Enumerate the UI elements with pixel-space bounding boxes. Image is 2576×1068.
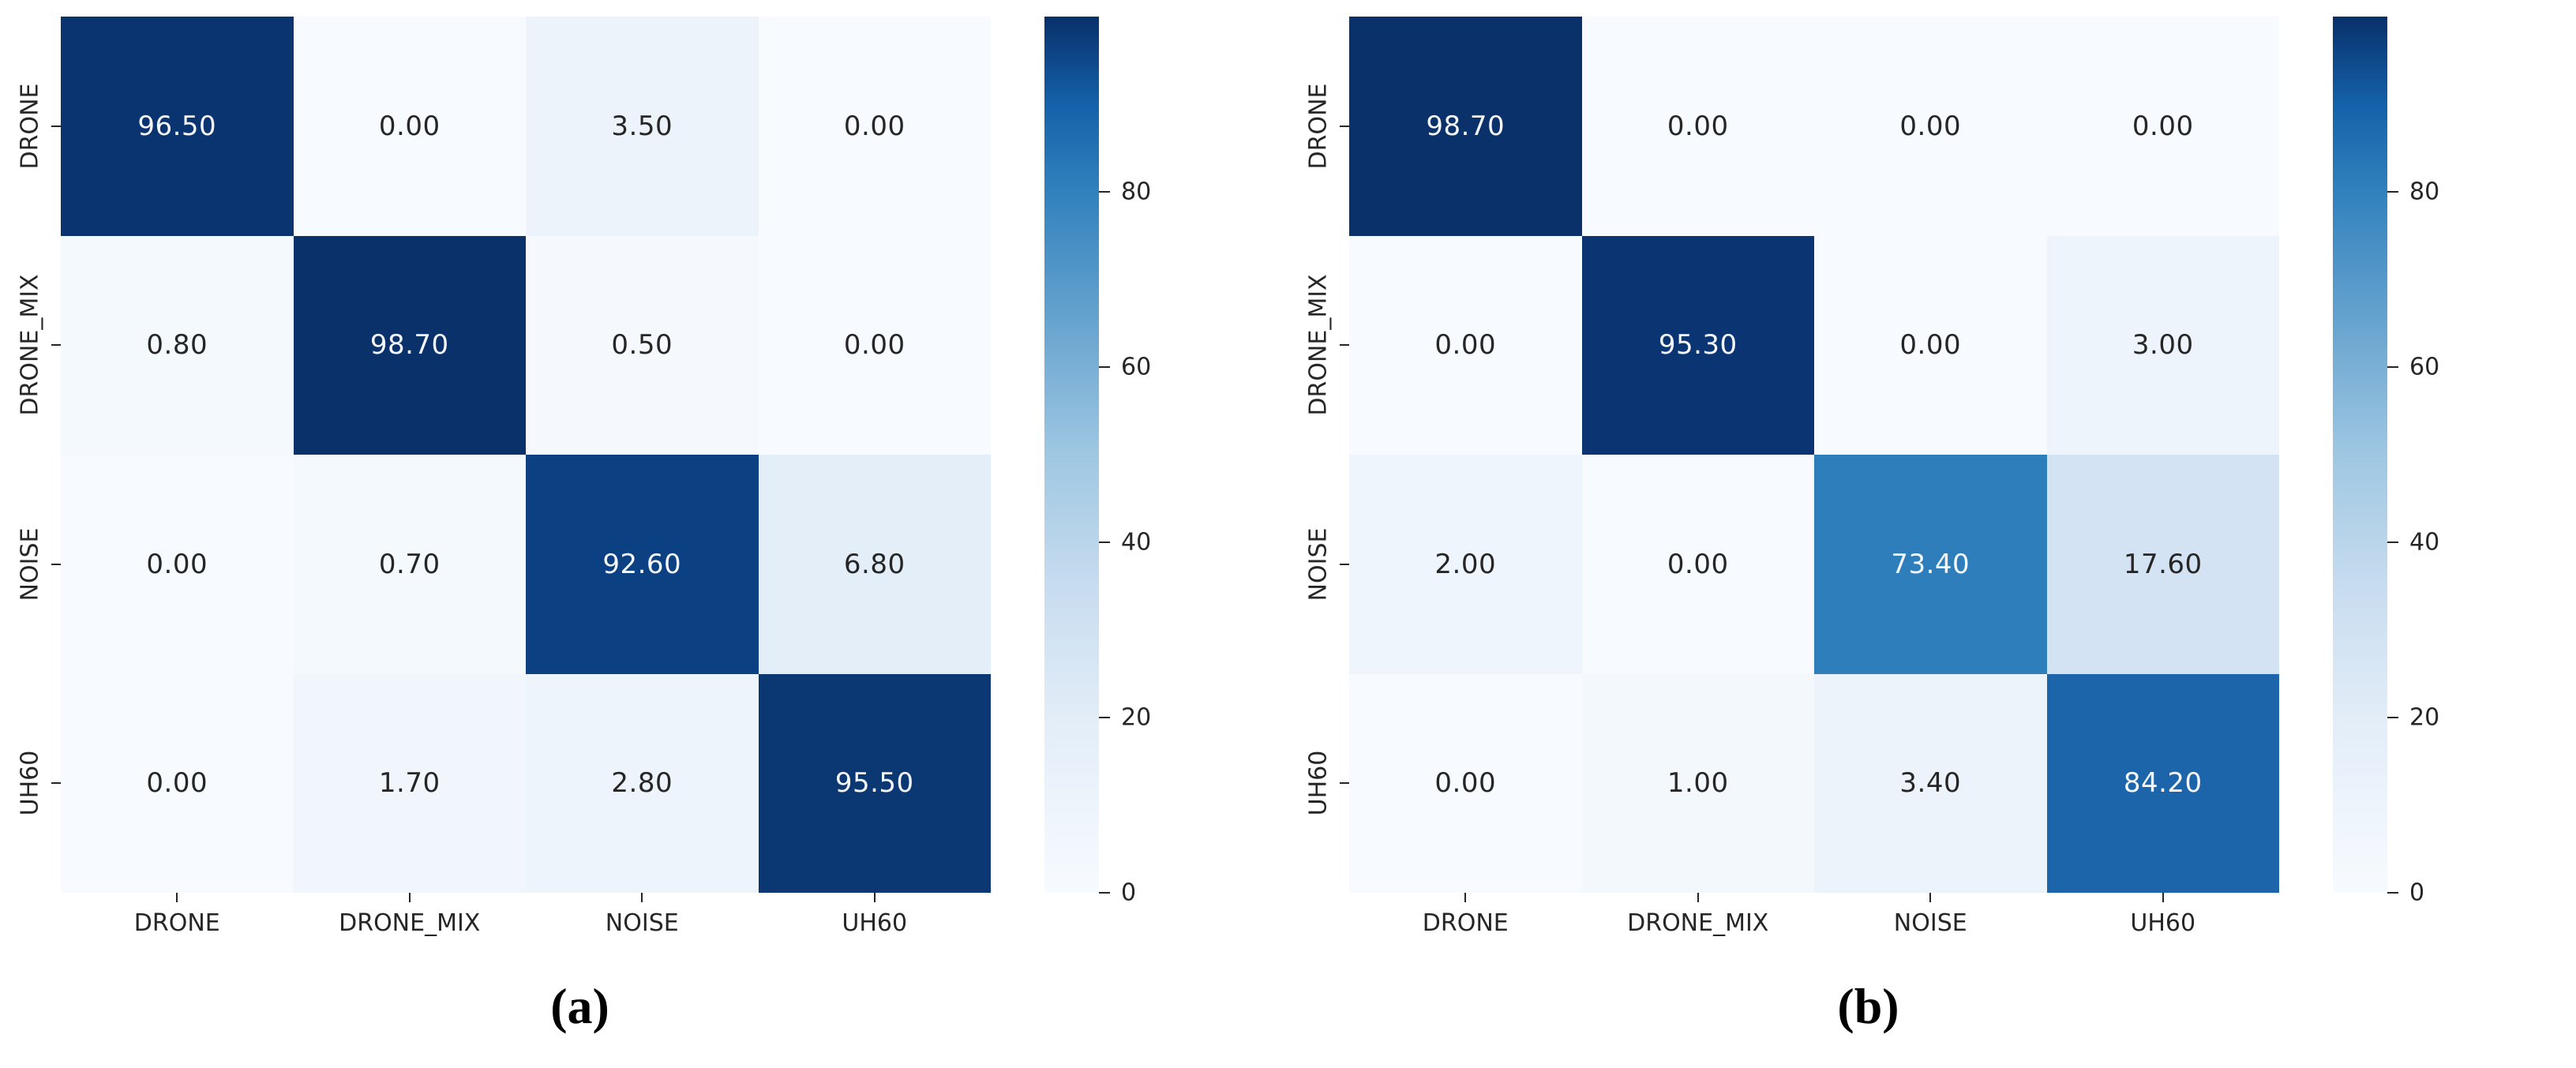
y-axis-label: UH60: [1304, 750, 1333, 816]
x-axis-label: DRONE: [1422, 909, 1509, 937]
heatmap-cell: 95.30: [1581, 235, 1814, 455]
colorbar-tick: [2387, 717, 2398, 718]
x-axis-tick: [641, 893, 643, 902]
colorbar-tick: [2387, 366, 2398, 368]
caption-a: (a): [550, 978, 609, 1034]
heatmap-cell: 96.50: [61, 17, 294, 236]
x-axis-tick: [176, 893, 178, 902]
y-axis-label: DRONE: [1304, 83, 1333, 170]
heatmap-cell: 0.00: [61, 455, 294, 674]
heatmap-cell: 0.50: [526, 235, 759, 455]
heatmap-cell: 0.00: [758, 235, 991, 455]
y-axis-tick: [1340, 344, 1349, 347]
colorbar-tick-label: 40: [1121, 528, 1152, 556]
heatmap-cell: 0.00: [61, 673, 294, 893]
x-axis-label: DRONE: [133, 909, 220, 937]
heatmap-cell: 0.00: [293, 17, 526, 236]
heatmap-cell: 6.80: [758, 455, 991, 674]
colorbar-tick: [1099, 366, 1110, 368]
confusion-matrix-panel-a: 96.50 0.00 3.50 0.00 0.80 98.70 0.50 0.00 0.00 0.…: [16, 17, 1152, 1034]
heatmap-cell: 17.60: [2046, 455, 2279, 674]
x-axis-tick: [1697, 893, 1699, 902]
heatmap-cell: 3.50: [526, 17, 759, 236]
y-axis-tick: [51, 125, 61, 127]
heatmap-cell: 73.40: [1814, 455, 2047, 674]
y-axis-label: DRONE: [16, 83, 44, 170]
colorbar-tick: [1099, 892, 1110, 894]
colorbar-tick: [1099, 541, 1110, 543]
caption-b: (b): [1837, 978, 1899, 1034]
x-axis-tick: [408, 893, 411, 902]
x-axis-label: UH60: [2130, 909, 2196, 937]
heatmap-cell: 98.70: [293, 235, 526, 455]
y-axis-tick: [1340, 563, 1349, 565]
colorbar-b: [2333, 17, 2387, 893]
x-axis-label: NOISE: [1893, 909, 1967, 937]
colorbar-tick-label: 80: [2409, 178, 2440, 206]
heatmap-cell: 0.00: [1581, 455, 1814, 674]
heatmap-cell: 0.70: [293, 455, 526, 674]
y-axis-label: UH60: [16, 750, 44, 816]
heatmap-cell: 3.00: [2046, 235, 2279, 455]
colorbar-tick-label: 0: [1121, 879, 1137, 907]
colorbar-tick: [1099, 191, 1110, 193]
heatmap-cell: 0.00: [1814, 17, 2047, 236]
y-axis-label: NOISE: [16, 527, 44, 601]
heatmap-cell: 0.00: [1581, 17, 1814, 236]
y-axis-tick: [51, 344, 61, 347]
colorbar-tick-label: 60: [2409, 353, 2440, 381]
colorbar-tick: [2387, 892, 2398, 894]
x-axis-label: UH60: [842, 909, 908, 937]
x-axis-tick: [1929, 893, 1932, 902]
heatmap-cell: 2.80: [526, 673, 759, 893]
colorbar-tick-label: 80: [1121, 178, 1152, 206]
x-axis-tick: [2162, 893, 2164, 902]
heatmap-cell: 3.40: [1814, 673, 2047, 893]
x-axis-tick: [873, 893, 876, 902]
colorbar-tick-label: 40: [2409, 528, 2440, 556]
heatmap-a: 96.50 0.00 3.50 0.00 0.80 98.70 0.50 0.00 0.00 0.…: [61, 17, 991, 893]
heatmap-cell: 2.00: [1349, 455, 1582, 674]
y-axis-tick: [51, 563, 61, 565]
heatmap-cell: 0.80: [61, 235, 294, 455]
colorbar-tick: [1099, 717, 1110, 718]
y-axis-label: NOISE: [1304, 527, 1333, 601]
heatmap-cell: 0.00: [1349, 235, 1582, 455]
y-axis-tick: [1340, 782, 1349, 785]
heatmap-b: 98.70 0.00 0.00 0.00 0.00 95.30 0.00 3.00 2.00 0.…: [1349, 17, 2279, 893]
heatmap-cell: 0.00: [1349, 673, 1582, 893]
heatmap-cell: 1.00: [1581, 673, 1814, 893]
y-axis-label: DRONE_MIX: [16, 274, 44, 416]
colorbar-tick-label: 60: [1121, 353, 1152, 381]
heatmap-cell: 0.00: [758, 17, 991, 236]
colorbar-tick: [2387, 191, 2398, 193]
colorbar-tick-label: 20: [1121, 703, 1152, 732]
y-axis-tick: [51, 782, 61, 785]
colorbar-tick-label: 20: [2409, 703, 2440, 732]
heatmap-cell: 0.00: [2046, 17, 2279, 236]
colorbar-a: [1044, 17, 1099, 893]
y-axis-label: DRONE_MIX: [1304, 274, 1333, 416]
heatmap-cell: 0.00: [1814, 235, 2047, 455]
x-axis-label: NOISE: [605, 909, 679, 937]
x-axis-tick: [1464, 893, 1467, 902]
y-axis-tick: [1340, 125, 1349, 127]
x-axis-label: DRONE_MIX: [339, 909, 481, 937]
confusion-matrix-panel-b: 98.70 0.00 0.00 0.00 0.00 95.30 0.00 3.00 2.00 0.…: [1288, 0, 2576, 1068]
colorbar-tick-label: 0: [2409, 879, 2425, 907]
colorbar-tick: [2387, 541, 2398, 543]
heatmap-cell: 92.60: [526, 455, 759, 674]
heatmap-cell: 95.50: [758, 673, 991, 893]
heatmap-cell: 98.70: [1349, 17, 1582, 236]
heatmap-cell: 84.20: [2046, 673, 2279, 893]
x-axis-label: DRONE_MIX: [1627, 909, 1769, 937]
heatmap-cell: 1.70: [293, 673, 526, 893]
